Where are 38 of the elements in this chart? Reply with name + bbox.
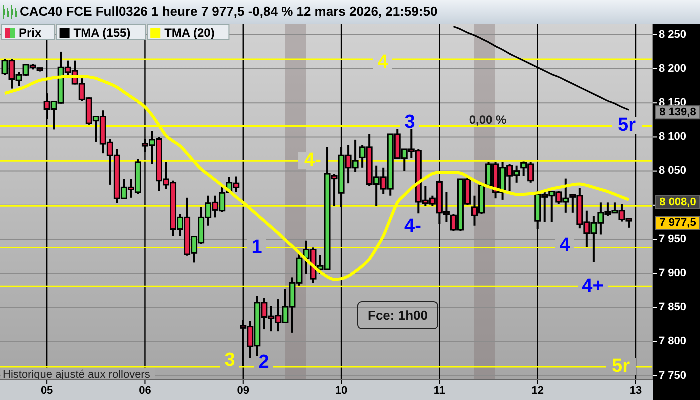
chart-title: CAC40 FCE Full0326 1 heure 7 977,5 -0,84 % 12 mars 2026, 21:59:50 xyxy=(20,4,438,19)
annotation: 4+ xyxy=(582,276,604,298)
annotation: Fce: 1h00 xyxy=(368,308,428,323)
x-tick-label: 05 xyxy=(40,385,54,397)
annotation: 4- xyxy=(304,150,322,172)
annotation: 4- xyxy=(404,216,422,238)
annotation: Historique ajusté aux rollovers xyxy=(3,369,151,381)
y-tick-label: 7 800 xyxy=(659,336,687,348)
annotation: 5r xyxy=(612,356,631,378)
x-tick-label: 06 xyxy=(139,385,152,397)
x-tick-label: 12 xyxy=(532,385,544,397)
legend-label: Prix xyxy=(19,26,42,40)
annotation: 2 xyxy=(258,352,270,374)
y-tick-label: 8 250 xyxy=(659,28,687,41)
text: 7 977,5 xyxy=(660,217,696,230)
annotation: 5r xyxy=(618,115,637,136)
text: 8 008,0 xyxy=(660,196,696,208)
y-tick-label: 8 200 xyxy=(659,62,687,75)
x-tick-label: 10 xyxy=(335,385,348,397)
y-tick-label: 8 150 xyxy=(659,97,687,110)
x-tick-label: 09 xyxy=(237,385,250,397)
annotation: 4 xyxy=(378,52,389,74)
annotation: 0,00 % xyxy=(469,113,508,127)
y-tick-label: 7 900 xyxy=(659,268,687,280)
annotation: 1 xyxy=(252,237,263,258)
x-tick-label: 13 xyxy=(630,385,642,397)
y-tick-label: 8 100 xyxy=(659,131,687,144)
y-tick-label: 7 850 xyxy=(659,302,687,314)
y-tick-label: 8 050 xyxy=(659,165,687,178)
annotation: 3 xyxy=(404,112,416,134)
legend-label: TMA (20) xyxy=(164,26,215,40)
annotation: 4 xyxy=(560,235,571,256)
annotation: 3 xyxy=(224,350,236,372)
x-tick-label: 11 xyxy=(434,385,446,397)
text: 8 139,8 xyxy=(660,106,696,119)
y-tick-label: 7 750 xyxy=(659,370,687,382)
y-tick-label: 7 950 xyxy=(659,233,687,246)
legend-label: TMA (155) xyxy=(74,26,131,40)
